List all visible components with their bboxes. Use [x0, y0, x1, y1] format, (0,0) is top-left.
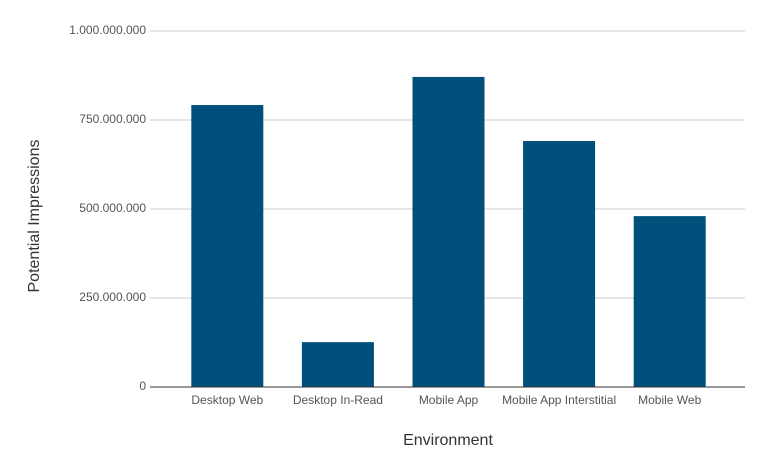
y-tick-label: 750.000.000 [79, 112, 146, 126]
y-axis-title: Potential Impressions [26, 140, 43, 293]
y-tick-label: 500.000.000 [79, 201, 146, 215]
x-tick-label: Desktop Web [191, 393, 263, 407]
y-tick-label: 250.000.000 [79, 290, 146, 304]
y-tick-label: 1.000.000.000 [69, 23, 146, 37]
bar [633, 216, 706, 387]
x-axis-title: Environment [403, 432, 493, 449]
x-tick-label: Mobile Web [638, 393, 701, 407]
x-tick-label: Mobile App Interstitial [502, 393, 616, 407]
bar [191, 105, 264, 387]
y-tick-label: 0 [139, 379, 146, 393]
bar [523, 141, 596, 387]
bar [412, 76, 485, 387]
x-tick-label: Desktop In-Read [293, 393, 383, 407]
x-tick-label: Mobile App [419, 393, 479, 407]
bar [301, 342, 374, 387]
